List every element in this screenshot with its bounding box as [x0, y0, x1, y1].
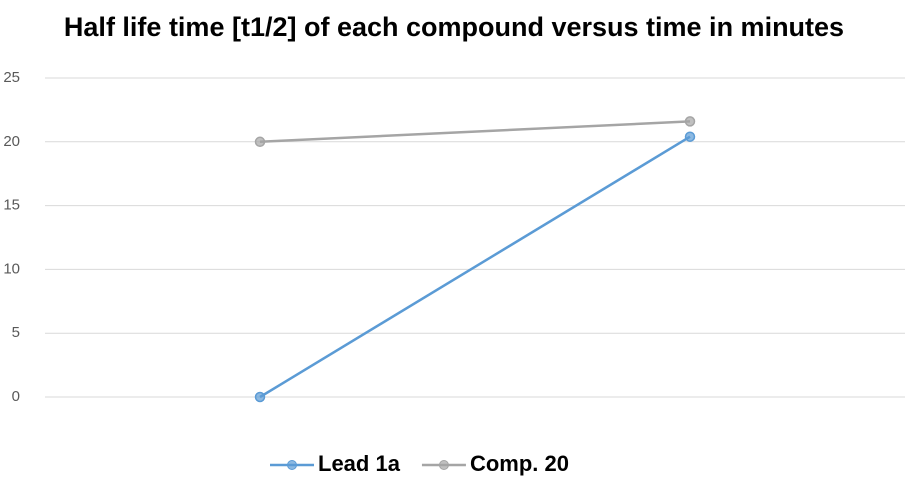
y-tick-label: 0	[12, 388, 20, 405]
legend-label: Comp. 20	[470, 451, 569, 476]
y-tick-label: 10	[3, 260, 20, 277]
series-line	[259, 135, 691, 399]
point	[254, 391, 266, 403]
y-tick-label: 20	[3, 133, 20, 150]
point	[684, 131, 696, 142]
y-tick-label: 5	[12, 324, 20, 341]
legend-marker	[287, 460, 297, 470]
legend-label: Lead 1a	[318, 451, 401, 476]
y-tick-label: 15	[3, 197, 20, 214]
series-line	[259, 120, 691, 144]
point	[684, 116, 696, 127]
point	[254, 136, 266, 148]
y-tick-label: 25	[3, 69, 20, 86]
legend-marker	[438, 460, 449, 470]
chart-title: Half life time [t1/2] of each compound v…	[63, 12, 845, 42]
